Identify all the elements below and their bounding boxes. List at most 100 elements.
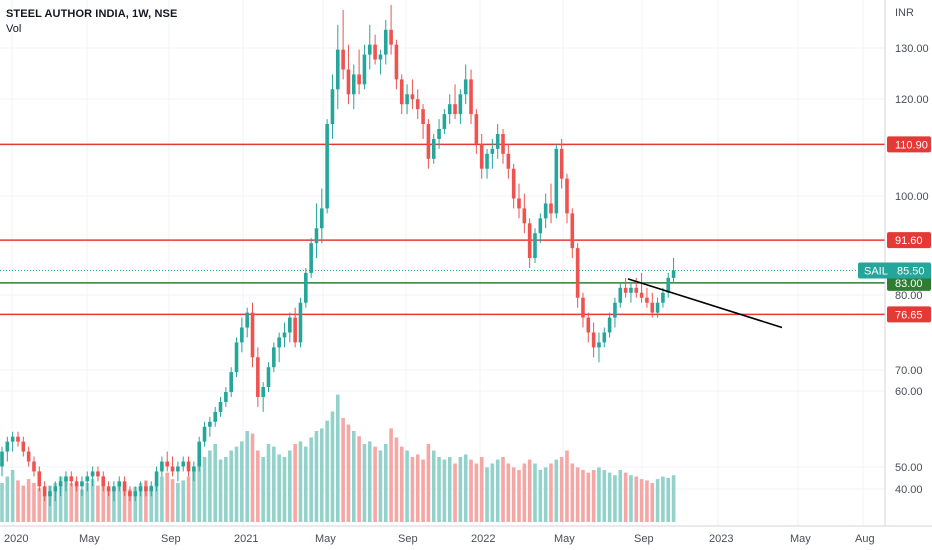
candle-body[interactable] (138, 486, 143, 492)
candle-body[interactable] (112, 486, 116, 492)
candle-body[interactable] (266, 367, 271, 388)
candle-body[interactable] (154, 471, 159, 487)
candle-body[interactable] (256, 357, 260, 397)
candle-body[interactable] (543, 203, 548, 219)
candle-body[interactable] (282, 332, 287, 338)
candle-body[interactable] (197, 441, 202, 467)
candle-body[interactable] (517, 198, 521, 209)
candle-body[interactable] (298, 302, 303, 343)
candle-body[interactable] (272, 347, 276, 368)
time-axis[interactable]: 2020 May Sep 2021 May Sep 2022 May Sep 2… (4, 533, 875, 545)
candle-body[interactable] (570, 213, 575, 249)
candle-body[interactable] (351, 74, 356, 95)
candle-body[interactable] (85, 476, 90, 482)
candle-body[interactable] (37, 471, 42, 487)
candle-body[interactable] (581, 297, 585, 318)
candle-body[interactable] (453, 104, 457, 115)
candle-body[interactable] (165, 461, 170, 467)
candle-body[interactable] (447, 104, 452, 115)
candle-body[interactable] (661, 292, 665, 303)
candle-body[interactable] (591, 332, 596, 348)
trendline[interactable] (627, 278, 783, 329)
candle-body[interactable] (64, 476, 68, 482)
candle-body[interactable] (533, 233, 537, 259)
candle-body[interactable] (607, 317, 612, 333)
candle-body[interactable] (495, 133, 500, 149)
candle-body[interactable] (474, 114, 479, 144)
candle-body[interactable] (261, 387, 265, 397)
candle-body[interactable] (186, 461, 191, 472)
candle-body[interactable] (192, 466, 196, 472)
candle-body[interactable] (586, 317, 591, 333)
candle-body[interactable] (48, 491, 52, 497)
candle-body[interactable] (527, 223, 532, 259)
candle-body[interactable] (479, 143, 484, 169)
candle-body[interactable] (618, 287, 623, 303)
candle-body[interactable] (144, 486, 148, 492)
candle-body[interactable] (335, 49, 340, 90)
candle-body[interactable] (485, 153, 489, 169)
candle-body[interactable] (410, 94, 415, 100)
candle-body[interactable] (463, 79, 468, 95)
candle-body[interactable] (575, 248, 580, 298)
candle-body[interactable] (378, 54, 383, 60)
candle-body[interactable] (250, 312, 255, 358)
candle-body[interactable] (53, 486, 58, 492)
candle-body[interactable] (122, 481, 127, 492)
candle-body[interactable] (5, 441, 10, 452)
symbol-title[interactable]: STEEL AUTHOR INDIA, 1W, NSE (6, 8, 178, 20)
trendline-segment[interactable] (627, 278, 783, 329)
candle-body[interactable] (320, 208, 324, 229)
price-axis[interactable]: INR 130.00 120.00 100.00 80.00 70.00 60.… (895, 7, 929, 496)
candle-body[interactable] (309, 243, 313, 273)
candle-body[interactable] (645, 297, 649, 303)
candle-body[interactable] (90, 471, 95, 477)
candle-body[interactable] (245, 312, 249, 328)
candle-body[interactable] (559, 148, 564, 179)
candle-body[interactable] (565, 178, 569, 214)
candle-body[interactable] (149, 486, 154, 492)
candle-body[interactable] (538, 218, 543, 234)
candle-body[interactable] (202, 426, 207, 442)
candle-body[interactable] (639, 292, 644, 298)
candle-body[interactable] (399, 79, 404, 105)
candle-body[interactable] (213, 411, 217, 422)
candle-body[interactable] (634, 287, 639, 293)
candle-body[interactable] (170, 466, 175, 472)
candle-body[interactable] (415, 99, 420, 110)
candle-body[interactable] (629, 287, 633, 293)
candle-body[interactable] (671, 270, 676, 278)
candle-body[interactable] (16, 436, 20, 442)
candle-body[interactable] (181, 461, 186, 467)
candle-body[interactable] (367, 44, 372, 55)
candle-body[interactable] (394, 44, 399, 80)
candle-body[interactable] (240, 327, 244, 343)
chart-legend[interactable]: STEEL AUTHOR INDIA, 1W, NSE Vol (6, 7, 177, 37)
candle-body[interactable] (341, 49, 345, 70)
candle-body[interactable] (362, 54, 367, 85)
candle-body[interactable] (160, 461, 164, 472)
candle-body[interactable] (421, 109, 425, 125)
candle-body[interactable] (522, 208, 527, 224)
candle-body[interactable] (623, 287, 628, 293)
candle-body[interactable] (469, 79, 473, 115)
candle-body[interactable] (304, 272, 308, 303)
candle-body[interactable] (106, 486, 111, 492)
horizontal-levels[interactable] (0, 143, 885, 316)
candle-body[interactable] (208, 421, 212, 427)
candle-body[interactable] (490, 148, 495, 154)
candle-body[interactable] (26, 451, 31, 462)
candle-body[interactable] (613, 302, 617, 318)
candle-body[interactable] (437, 129, 441, 139)
candle-body[interactable] (101, 476, 106, 487)
candle-body[interactable] (602, 332, 607, 343)
candle-body[interactable] (234, 342, 239, 373)
candles[interactable] (0, 4, 676, 507)
candle-body[interactable] (96, 471, 100, 477)
candle-body[interactable] (42, 486, 47, 497)
candle-body[interactable] (431, 138, 436, 159)
candle-body[interactable] (506, 153, 511, 169)
candle-body[interactable] (0, 451, 4, 467)
